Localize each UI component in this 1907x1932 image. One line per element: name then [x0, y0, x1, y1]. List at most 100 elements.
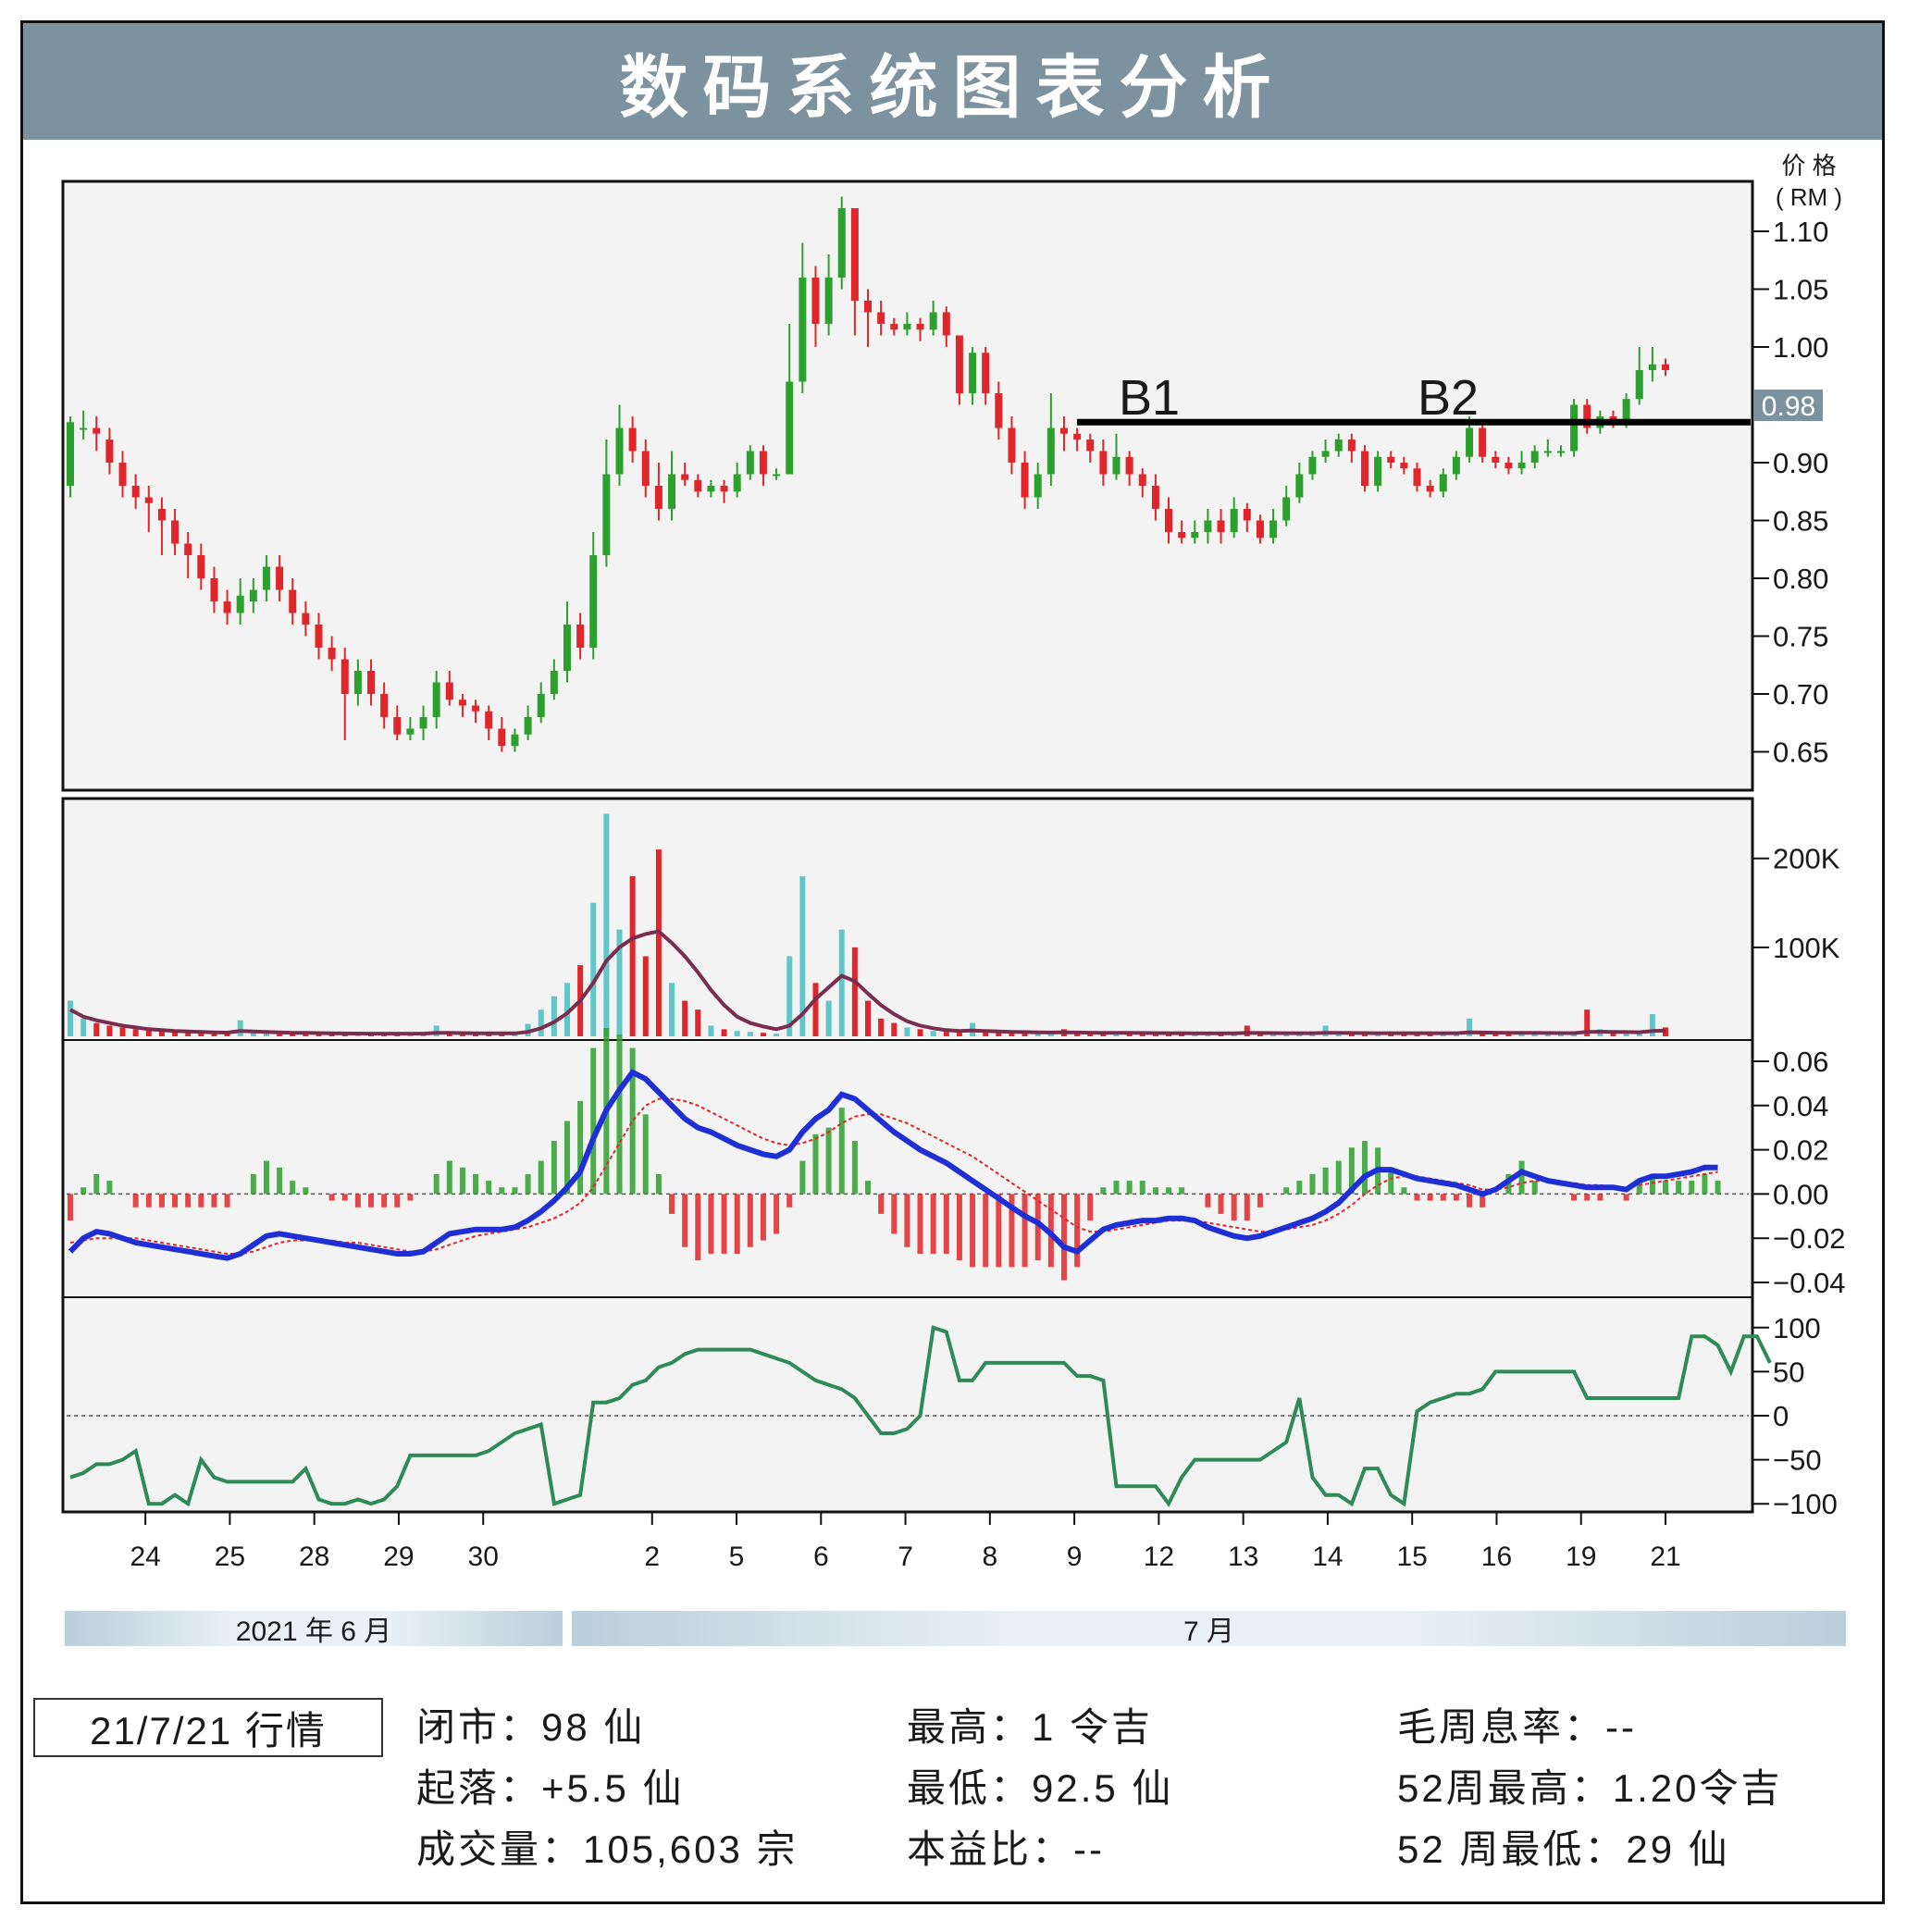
- volume-bar: [80, 1018, 87, 1036]
- macd-histogram-bar: [1205, 1194, 1211, 1208]
- candle-body: [550, 671, 558, 694]
- candle-body: [1308, 456, 1317, 475]
- macd-histogram-bar: [891, 1194, 898, 1234]
- volume-bar: [825, 1000, 832, 1036]
- stat-high: 最高：1 令吉: [907, 1705, 1154, 1749]
- date-tick-label: 2: [644, 1542, 660, 1572]
- candle-body: [1230, 509, 1238, 532]
- candle-body: [1439, 474, 1447, 492]
- macd-histogram-bar: [473, 1173, 479, 1195]
- macd-histogram-bar: [1531, 1181, 1538, 1195]
- macd-histogram-bar: [551, 1141, 557, 1195]
- candle-body: [1269, 520, 1278, 539]
- macd-tick-label: 0.06: [1773, 1046, 1828, 1078]
- annotation-b1: B1: [1119, 370, 1180, 426]
- candle-body: [877, 312, 885, 324]
- candlestick-series: [67, 196, 1669, 752]
- volume-bar: [1531, 1034, 1538, 1036]
- macd-histogram-bar: [1663, 1181, 1668, 1195]
- macd-histogram-bar: [368, 1194, 375, 1208]
- price-tick-label: 0.65: [1773, 737, 1828, 769]
- volume-bar: [1505, 1034, 1512, 1036]
- macd-histogram-bar: [303, 1187, 309, 1195]
- date-tick-label: 29: [383, 1542, 414, 1572]
- candle-body: [1452, 456, 1460, 475]
- volume-bar: [708, 1025, 714, 1036]
- candle-body: [1347, 440, 1356, 452]
- macd-histogram-bar: [446, 1160, 452, 1195]
- macd-histogram-bar: [1649, 1173, 1655, 1195]
- candle-body: [328, 648, 336, 660]
- volume-bar: [747, 1032, 753, 1036]
- candle-body: [498, 728, 506, 747]
- volume-bar: [185, 1032, 192, 1036]
- candle-body: [576, 625, 585, 648]
- candle-body: [524, 717, 532, 735]
- candle-body: [393, 717, 402, 735]
- volume-bar: [1335, 1034, 1342, 1036]
- volume-bar: [316, 1034, 322, 1036]
- candle-body: [93, 427, 101, 434]
- candle-body: [837, 208, 846, 278]
- macd-histogram-bar: [786, 1194, 793, 1208]
- oscillator-tick-label: −100: [1773, 1488, 1838, 1520]
- month-bar-july: 7 月: [572, 1611, 1846, 1647]
- macd-histogram-bar: [1087, 1194, 1094, 1221]
- volume-bar: [1047, 1034, 1054, 1036]
- candle-body: [236, 595, 244, 613]
- macd-histogram-bar: [525, 1173, 531, 1195]
- candle-body: [929, 312, 937, 330]
- candle-body: [1387, 456, 1395, 463]
- date-tick-label: 16: [1481, 1542, 1512, 1572]
- oscillator-tick-label: 100: [1773, 1312, 1821, 1344]
- macd-histogram-bar: [211, 1194, 217, 1208]
- macd-tick-label: 0.04: [1773, 1090, 1828, 1122]
- stat-low52: 52 周最低：29 仙: [1397, 1827, 1730, 1871]
- macd-histogram-bar: [1283, 1187, 1290, 1195]
- date-tick-label: 12: [1144, 1542, 1174, 1572]
- candle-body: [432, 682, 440, 717]
- volume-bar: [172, 1032, 179, 1036]
- macd-tick-label: −0.02: [1773, 1222, 1845, 1255]
- volume-tick-label: 100K: [1773, 932, 1840, 964]
- indicator-panel: [61, 797, 1754, 1514]
- candle-body: [131, 486, 140, 498]
- date-label: 21/7/21 行情: [90, 1708, 327, 1752]
- candle-body: [1505, 463, 1513, 469]
- candle-body: [1059, 427, 1068, 434]
- volume-bar: [655, 849, 662, 1036]
- month-bar-june: 2021 年 6 月: [65, 1611, 563, 1647]
- macd-histogram-bar: [865, 1181, 871, 1195]
- candle-body: [1191, 532, 1199, 539]
- candle-body: [786, 381, 794, 475]
- macd-histogram-bar: [1361, 1141, 1368, 1195]
- date-tick-label: 15: [1397, 1542, 1428, 1572]
- date-tick-label: 5: [729, 1542, 745, 1572]
- candle-body: [995, 393, 1003, 428]
- macd-histogram-bar: [1309, 1173, 1316, 1195]
- volume-bar: [603, 813, 610, 1036]
- macd-histogram-bar: [433, 1173, 440, 1195]
- date-tick-label: 13: [1228, 1542, 1258, 1572]
- macd-histogram-bar: [812, 1133, 819, 1195]
- stat-pe: 本益比：--: [907, 1827, 1105, 1871]
- macd-histogram-bar: [616, 1034, 623, 1195]
- volume-bar: [1009, 1034, 1015, 1036]
- candle-body: [850, 208, 859, 301]
- macd-histogram-bar: [655, 1173, 662, 1195]
- candle-body: [249, 589, 257, 601]
- volume-bar: [1139, 1034, 1145, 1036]
- candle-body: [982, 353, 990, 393]
- candle-body: [341, 659, 349, 694]
- candle-body: [105, 440, 114, 463]
- price-tick-label: 0.85: [1773, 505, 1828, 538]
- volume-bar: [838, 929, 845, 1036]
- candle-body: [1178, 532, 1186, 539]
- volume-bar: [1518, 1034, 1525, 1036]
- candle-body: [720, 486, 728, 492]
- candle-body: [485, 711, 493, 729]
- date-tick-label: 6: [813, 1542, 829, 1572]
- candle-body: [223, 601, 231, 613]
- candle-body: [563, 625, 571, 671]
- volume-bar: [1610, 1033, 1616, 1036]
